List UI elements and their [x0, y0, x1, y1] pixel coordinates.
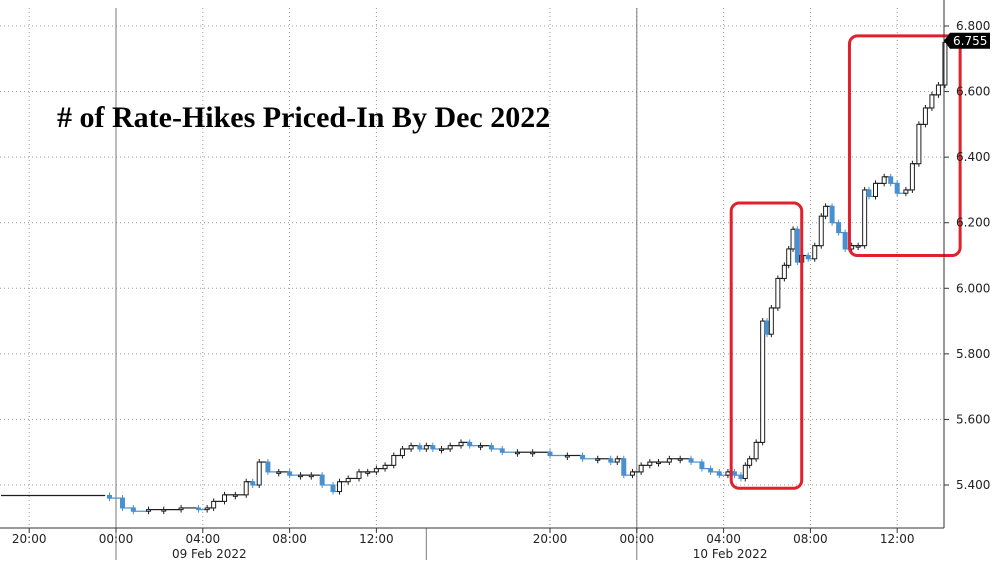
candle-body — [120, 497, 126, 509]
highlight-box — [729, 201, 804, 490]
candle-body — [337, 481, 343, 493]
y-tick-label: 5.800 — [956, 347, 990, 361]
candle-body — [935, 84, 941, 96]
candle-body — [391, 454, 397, 466]
candle-body — [942, 41, 948, 86]
candle-body — [812, 245, 818, 260]
candle-body — [265, 461, 271, 473]
candle-body — [929, 94, 935, 109]
x-tick-label: 12:00 — [880, 532, 915, 546]
candle-body — [829, 205, 835, 224]
candle-body — [621, 458, 627, 476]
candle-body — [256, 461, 262, 486]
x-tick-label: 12:00 — [359, 532, 394, 546]
candle-body — [211, 500, 217, 509]
x-tick-label: 20:00 — [12, 532, 47, 546]
date-label: 10 Feb 2022 — [693, 547, 768, 561]
candle-body — [823, 205, 829, 217]
y-tick-label: 6.200 — [956, 216, 990, 230]
candle-body — [922, 107, 928, 125]
x-tick-label: 00:00 — [620, 532, 655, 546]
candle-body — [222, 494, 227, 502]
highlight-box — [847, 34, 962, 258]
x-tick-label: 04:00 — [186, 532, 221, 546]
candle-body — [699, 461, 705, 470]
candle-body — [790, 228, 796, 250]
y-tick-label: 6.400 — [956, 150, 990, 164]
last-value-text: 6.755 — [953, 34, 987, 48]
y-tick-label: 6.000 — [956, 281, 990, 295]
y-tick-label: 6.800 — [956, 19, 990, 33]
candle-body — [836, 222, 842, 234]
candle-body — [760, 320, 766, 443]
candle-body — [818, 215, 824, 247]
x-tick-label: 08:00 — [793, 532, 828, 546]
candle-body — [842, 232, 848, 250]
y-tick-label: 5.600 — [956, 412, 990, 426]
date-label: 09 Feb 2022 — [172, 547, 247, 561]
y-tick-label: 6.600 — [956, 85, 990, 99]
candle-body — [909, 163, 915, 191]
last-value-badge — [944, 32, 990, 49]
candle-body — [399, 448, 405, 456]
last-value-label: 6.755 — [944, 32, 990, 49]
candle-body — [894, 182, 900, 194]
candle-body — [786, 248, 792, 266]
x-tick-label: 04:00 — [706, 532, 741, 546]
candle-body — [742, 464, 748, 479]
x-axis-ticks: 20:00 00:00 04:00 08:00 12:00 20:00 00:00 04:00… — [12, 528, 915, 561]
candle-body — [888, 176, 894, 184]
candle-body — [881, 176, 887, 184]
candle-body — [775, 277, 781, 309]
candle-body — [319, 474, 325, 486]
candle-body — [356, 471, 362, 479]
candle-body — [862, 189, 868, 247]
candle-body — [747, 458, 753, 466]
candle-body — [873, 182, 878, 197]
candle-body — [638, 464, 644, 473]
day-separators — [115, 8, 638, 560]
chart-axes — [0, 0, 945, 529]
x-tick-label: 00:00 — [99, 532, 134, 546]
candle-body — [866, 189, 872, 197]
candle-body — [764, 320, 770, 335]
x-tick-label: 20:00 — [533, 532, 568, 546]
candle-body — [916, 123, 922, 165]
candle-body — [243, 481, 249, 496]
x-tick-label: 08:00 — [272, 532, 307, 546]
candle-body — [753, 441, 759, 460]
candle-body — [781, 264, 787, 279]
highlight-boxes — [729, 34, 962, 490]
chart-title: # of Rate-Hikes Priced-In By Dec 2022 — [57, 101, 550, 134]
y-axis-ticks: 6.800 6.600 6.400 6.200 6.000 5.800 5.600 5.400 — [944, 19, 990, 492]
candle-body — [330, 484, 336, 493]
candle-body — [794, 228, 800, 263]
candle-body — [768, 307, 774, 335]
y-tick-label: 5.400 — [956, 478, 990, 492]
